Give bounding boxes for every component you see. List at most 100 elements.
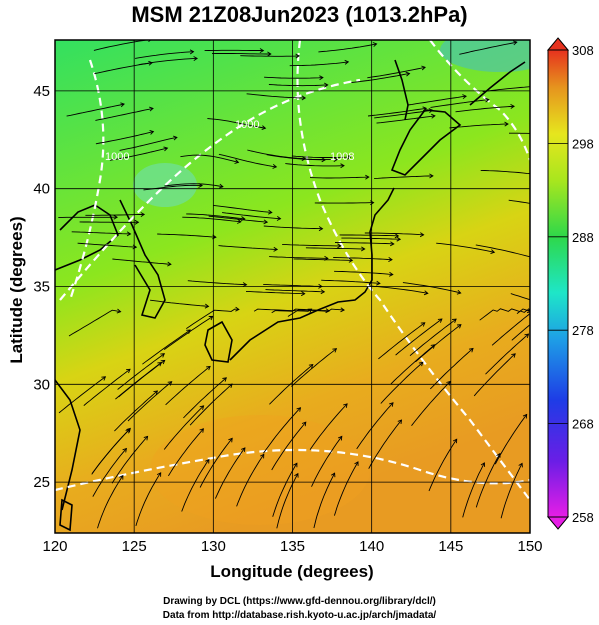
streamline-arrow	[468, 347, 474, 353]
cool-region-patch	[133, 163, 197, 207]
x-tick-label: 145	[438, 538, 463, 555]
streamline	[95, 131, 154, 145]
streamline	[293, 258, 353, 261]
colorbar-bottom-arrow	[546, 516, 570, 530]
colorbar-tick-label: 258	[572, 510, 594, 525]
lat-lon-grid	[54, 40, 531, 533]
streamline	[341, 237, 401, 240]
streamline	[368, 419, 402, 469]
streamline-arrow	[113, 214, 118, 220]
streamline	[264, 76, 323, 79]
streamline	[479, 308, 530, 321]
streamline-arrow	[333, 157, 339, 162]
streamline-arrow	[318, 226, 324, 232]
streamline	[127, 381, 172, 422]
streamline	[511, 324, 530, 341]
streamline-arrow	[496, 452, 501, 458]
streamline	[291, 155, 351, 158]
streamline-arrow	[208, 315, 214, 321]
streamline	[407, 95, 467, 106]
streamline-arrow	[372, 42, 378, 47]
streamline-arrow	[206, 365, 211, 371]
streamline	[112, 258, 171, 265]
streamline-arrow	[101, 376, 107, 381]
streamline-arrow	[325, 308, 331, 314]
streamline	[111, 436, 148, 484]
streamline	[289, 61, 349, 67]
streamline	[374, 109, 433, 119]
streamline-arrow	[332, 348, 338, 353]
streamline-arrow	[323, 82, 329, 88]
map-title: MSM 21Z08Jun2023 (1013.2hPa)	[131, 2, 468, 27]
streamline-arrow	[346, 154, 352, 160]
streamline	[367, 107, 427, 117]
streamline	[114, 390, 158, 432]
streamline-arrow	[343, 403, 348, 408]
streamline-arrow	[263, 219, 269, 225]
streamline-arrow	[222, 377, 227, 382]
streamline	[142, 329, 191, 365]
streamline-arrow	[422, 106, 428, 112]
streamline-arrow	[340, 163, 345, 169]
streamline-arrow	[428, 108, 434, 114]
streamline-arrow	[337, 243, 342, 249]
streamline-arrow	[429, 173, 434, 179]
streamline-arrow	[293, 462, 298, 468]
streamline	[218, 153, 277, 168]
streamline-arrow	[389, 241, 395, 247]
streamline-arrow	[376, 280, 381, 286]
streamline-arrow	[259, 48, 265, 53]
korea-coast	[119, 199, 166, 319]
streamline	[91, 429, 130, 475]
streamline	[475, 244, 530, 258]
streamline-arrow	[188, 31, 192, 35]
streamline	[282, 243, 341, 247]
streamline-arrow	[524, 333, 530, 339]
streamline	[213, 204, 272, 213]
streamline	[58, 376, 106, 414]
streamline-arrow	[437, 318, 443, 323]
streamline	[309, 403, 348, 450]
colorbar-tick-label: 308	[572, 43, 594, 58]
streamline	[378, 322, 426, 360]
streamline-arrow	[430, 344, 436, 349]
streamline-arrow	[198, 183, 203, 188]
streamline	[268, 84, 328, 87]
x-tick-label: 125	[122, 538, 147, 555]
streamline	[240, 55, 300, 57]
contour-label: 1008	[330, 151, 354, 163]
streamline	[271, 308, 330, 314]
streamline	[291, 348, 337, 387]
streamline-arrow	[234, 159, 240, 164]
streamline	[163, 405, 204, 450]
streamline	[409, 318, 457, 357]
streamline-arrow	[300, 291, 306, 297]
streamline	[218, 245, 278, 250]
streamline	[367, 66, 426, 79]
streamline	[374, 175, 433, 179]
streamline	[436, 242, 495, 253]
streamline	[364, 232, 424, 236]
x-tick-label: 140	[359, 538, 384, 555]
x-tick-label: 135	[280, 538, 305, 555]
streamline-arrow	[294, 472, 299, 478]
streamline	[186, 213, 245, 220]
china-coast	[55, 379, 81, 511]
streamline-arrow	[237, 219, 242, 224]
streamline	[510, 293, 530, 301]
streamline	[186, 308, 239, 329]
streamline	[83, 368, 131, 406]
contour-label: 1000	[105, 151, 129, 163]
streamline	[214, 447, 246, 499]
streamline	[92, 448, 127, 497]
streamline	[462, 462, 485, 518]
streamline-arrow	[431, 113, 436, 119]
streamline-arrow	[156, 472, 162, 477]
streamline	[117, 353, 165, 390]
streamline	[305, 247, 365, 250]
kuril-coast	[469, 61, 526, 106]
streamline	[95, 107, 154, 121]
streamline-arrow	[241, 447, 246, 452]
streamline-arrow	[354, 461, 359, 466]
streamline	[390, 344, 435, 385]
